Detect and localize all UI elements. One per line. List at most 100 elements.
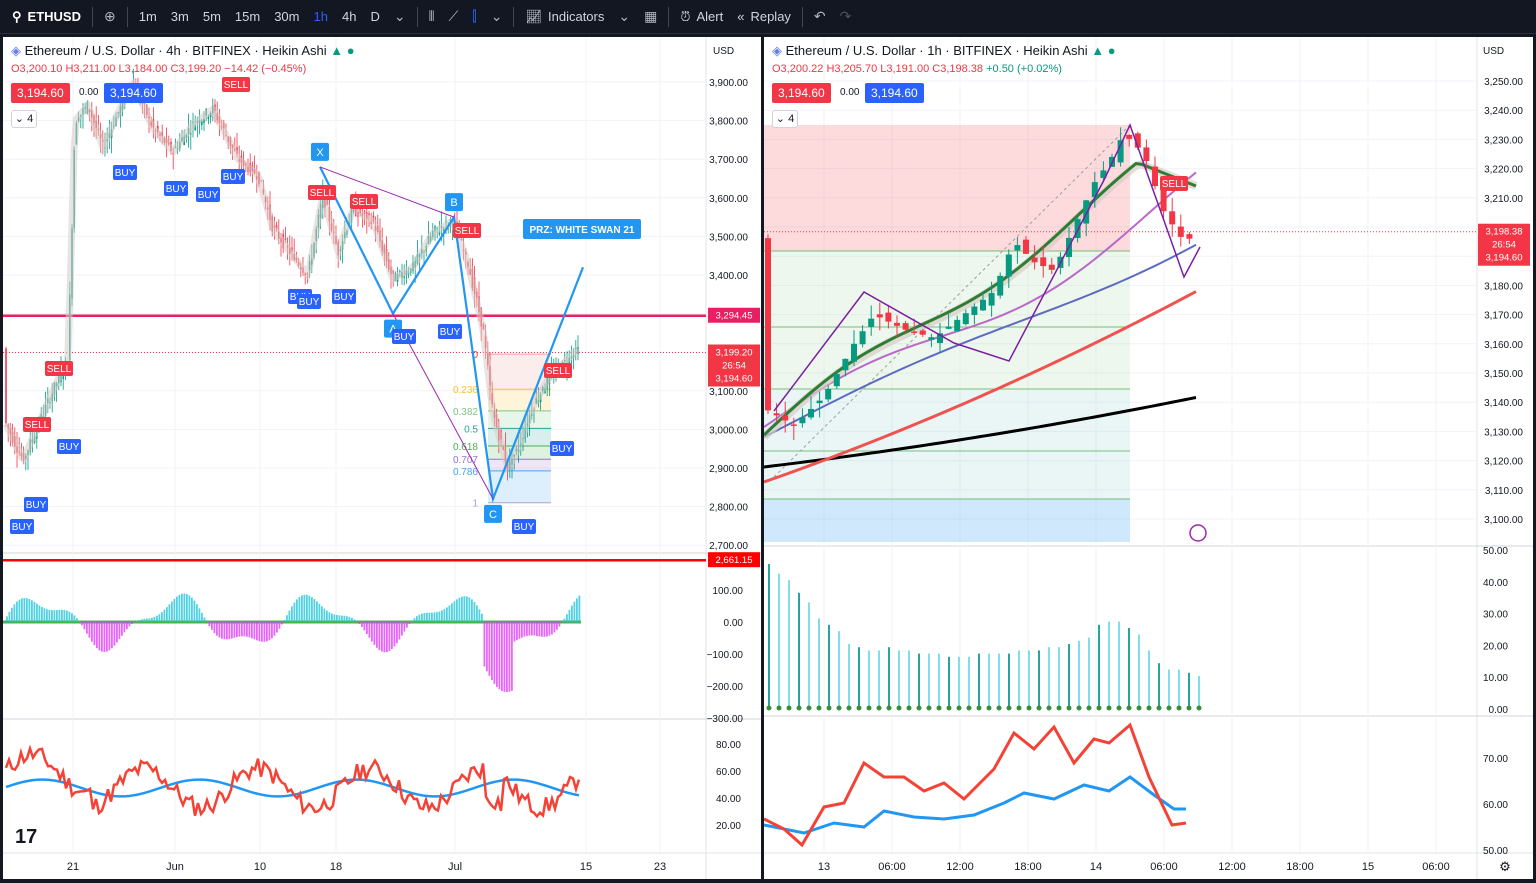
oscillator-dot xyxy=(1196,705,1202,711)
buy-price-button[interactable]: 3,194.60 xyxy=(104,83,163,103)
oscillator-bar xyxy=(31,600,33,622)
right-chart-panel[interactable]: USD 3,250.00 3,240.00 3,230.00 3,220.00 3,210… xyxy=(764,37,1533,879)
candle-body xyxy=(207,116,210,120)
buy-price-button[interactable]: 3,194.60 xyxy=(865,83,924,103)
sell-price-button[interactable]: 3,194.60 xyxy=(11,83,70,103)
indicators-button[interactable]: 📈︎ Indicators xyxy=(525,8,605,25)
oscillator-bar xyxy=(148,618,151,622)
candle-body xyxy=(1005,254,1012,277)
alert-button[interactable]: ⏰︎ Alert xyxy=(680,8,724,25)
oscillator-bar xyxy=(463,596,466,622)
price-axis-label: 3,160.00 xyxy=(1484,340,1523,351)
interval-1h[interactable]: 1h xyxy=(313,9,328,24)
templates-grid-icon[interactable]: ▦ xyxy=(644,8,658,24)
candle-body xyxy=(962,313,969,325)
oscillator-bar xyxy=(278,622,281,629)
oscillator-bar xyxy=(213,622,216,634)
last-price-badge: 3,199.20 xyxy=(716,348,753,359)
chevron-down-icon[interactable]: ⌄ xyxy=(618,8,631,24)
candle-chart-icon[interactable]: ⫿ xyxy=(472,8,477,24)
oscillator-bar xyxy=(326,610,328,622)
oscillator-bar xyxy=(168,604,171,622)
price-axis-label: 3,130.00 xyxy=(1484,427,1523,438)
candle-body xyxy=(1152,166,1158,187)
symbol-search[interactable]: ⚲ ETHUSD xyxy=(12,8,81,25)
oscillator-bar xyxy=(116,622,118,643)
buy-signal-box xyxy=(196,187,220,202)
oscillator-bar xyxy=(541,622,543,637)
oscillator-bar xyxy=(273,622,276,636)
rsi-axis-label: 40.00 xyxy=(716,794,741,805)
rsi-signal-line xyxy=(764,775,1186,835)
interval-D[interactable]: D xyxy=(370,9,380,24)
time-axis-label: 13 xyxy=(818,861,830,873)
oscillator-bar xyxy=(236,622,238,638)
candle-body xyxy=(945,326,952,329)
candle-body xyxy=(1177,226,1184,237)
candle-body xyxy=(1083,200,1090,224)
oscillator-bar xyxy=(383,622,386,653)
chevron-down-icon[interactable]: ⌄ xyxy=(490,8,503,24)
price-axis-label: 3,210.00 xyxy=(1484,194,1523,205)
left-chart-panel[interactable]: 21 Jun 10 18 Jul 15 23 USD 3,900.00 3,800.00 3,700… xyxy=(3,37,761,879)
oscillator-bar xyxy=(493,622,496,684)
oscillator-bar xyxy=(346,616,348,622)
oscillator-bar xyxy=(423,613,426,622)
chart-title[interactable]: Ethereum / U.S. Dollar · 4h · BITFINEX ·… xyxy=(24,43,327,58)
oscillator-axis-label: −100.00 xyxy=(707,650,744,661)
last-price-badge-bg xyxy=(1478,223,1530,266)
undo-icon[interactable]: ↶ xyxy=(813,8,826,24)
oscillator-bar xyxy=(336,615,338,622)
redo-icon[interactable]: ↷ xyxy=(839,8,852,24)
oscillator-bar xyxy=(403,622,406,632)
oscillator-bar xyxy=(163,609,166,622)
interval-15m[interactable]: 15m xyxy=(234,9,261,24)
compare-add-icon[interactable]: ⊕ xyxy=(103,8,116,24)
oscillator-bar xyxy=(491,622,493,681)
interval-30m[interactable]: 30m xyxy=(274,9,300,24)
line-chart-icon[interactable]: ⟋ xyxy=(448,8,459,24)
candle-body xyxy=(284,238,287,240)
oscillator-dot xyxy=(1076,705,1082,711)
oscillator-bar xyxy=(576,598,578,622)
left-chart-canvas[interactable]: 21 Jun 10 18 Jul 15 23USD3,900.003,800.003,700… xyxy=(3,37,761,879)
oscillator-bar xyxy=(376,622,378,648)
oscillator-bar xyxy=(308,595,311,622)
interval-1m[interactable]: 1m xyxy=(138,9,157,24)
buy-signal-box xyxy=(512,519,536,534)
candle-body xyxy=(790,424,797,426)
oscillator-axis-label: 0.00 xyxy=(724,618,744,629)
sell-price-button[interactable]: 3,194.60 xyxy=(772,83,831,103)
harmonic-pattern-line xyxy=(773,123,1201,412)
chart-title[interactable]: Ethereum / U.S. Dollar · 1h · BITFINEX ·… xyxy=(785,43,1088,58)
bar-chart-icon[interactable]: ⫴ xyxy=(428,8,435,24)
price-axis-label: 3,150.00 xyxy=(1484,369,1523,380)
indicators-toggle[interactable]: ⌄ 4 xyxy=(11,110,37,128)
candle-body xyxy=(799,417,806,424)
candle-body xyxy=(859,331,866,345)
oscillator-bar xyxy=(188,595,191,622)
fib-zone xyxy=(488,354,551,390)
interval-5m[interactable]: 5m xyxy=(202,9,221,24)
chevron-down-icon[interactable]: ⌄ xyxy=(393,8,406,24)
candle-body xyxy=(894,322,900,326)
oscillator-bar xyxy=(398,622,401,640)
oscillator-bar xyxy=(208,622,211,627)
oscillator-bar xyxy=(486,622,488,672)
interval-3m[interactable]: 3m xyxy=(170,9,189,24)
oscillator-bar xyxy=(36,603,38,622)
candle-body xyxy=(190,133,192,135)
oscillator-dot xyxy=(956,705,962,711)
indicators-toggle[interactable]: ⌄ 4 xyxy=(772,110,798,128)
oscillator-dot xyxy=(856,705,862,711)
countdown-badge: 26:54 xyxy=(1492,240,1516,251)
interval-4h[interactable]: 4h xyxy=(341,9,357,24)
right-chart-canvas[interactable]: USD 3,250.00 3,240.00 3,230.00 3,220.00 3,210… xyxy=(764,37,1533,879)
oscillator-bar xyxy=(138,619,141,622)
replay-button[interactable]: «Replay xyxy=(737,9,791,24)
oscillator-dot xyxy=(946,705,952,711)
oscillator-bar xyxy=(468,597,471,622)
oscillator-bar xyxy=(216,622,218,636)
oscillator-bar xyxy=(203,617,206,622)
candle-body xyxy=(438,231,441,235)
